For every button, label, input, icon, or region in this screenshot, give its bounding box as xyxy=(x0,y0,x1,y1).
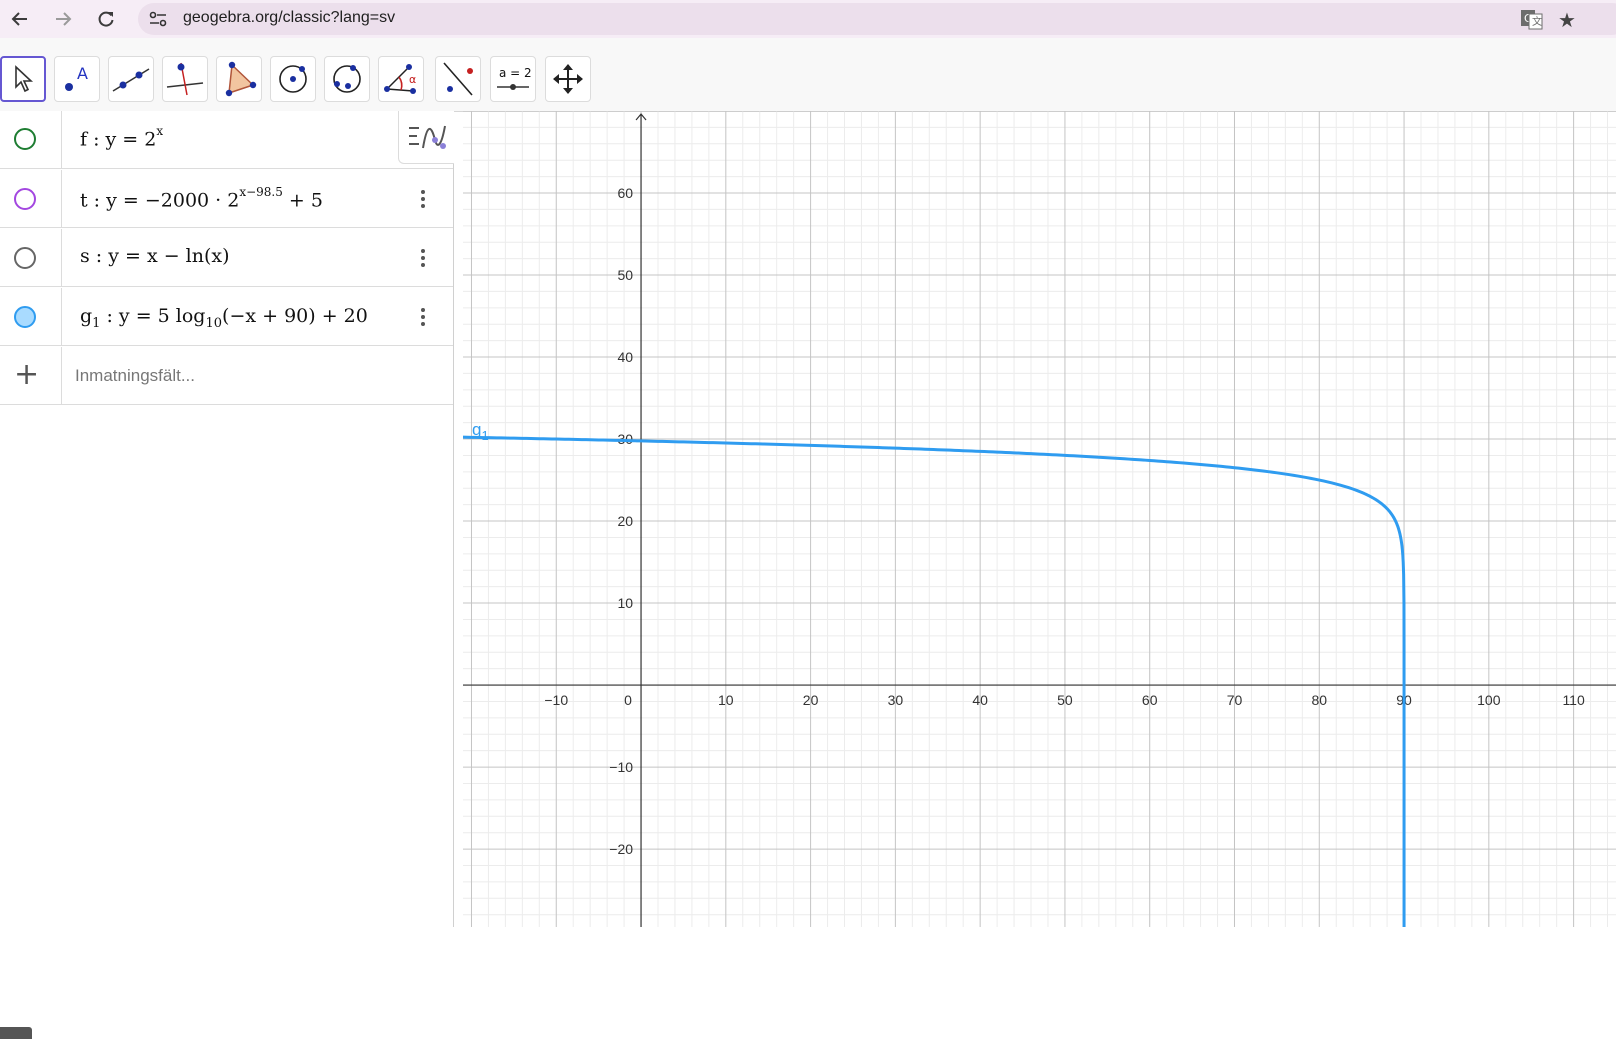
polygon-icon xyxy=(225,61,257,97)
x-tick-label: 20 xyxy=(803,692,819,708)
y-tick-label: 50 xyxy=(617,267,633,283)
keyboard-toggle-button[interactable] xyxy=(0,1027,32,1039)
input-marker: + xyxy=(0,347,62,404)
y-tick-label: −10 xyxy=(609,759,633,775)
slider-icon: a = 2 xyxy=(497,66,532,90)
y-tick-label: 10 xyxy=(617,595,633,611)
line-icon xyxy=(112,68,150,92)
x-tick-label: −10 xyxy=(544,692,568,708)
move-tool[interactable] xyxy=(0,56,46,102)
algebra-row-s[interactable]: s : y = x − ln(x) xyxy=(0,229,453,287)
perpendicular-icon xyxy=(166,62,204,96)
reload-icon xyxy=(98,11,114,27)
y-tick-label: 30 xyxy=(617,431,633,447)
x-tick-label: 40 xyxy=(972,692,988,708)
move-arrows-icon xyxy=(553,64,583,94)
point-icon: A xyxy=(65,64,88,91)
line-tool[interactable] xyxy=(108,56,154,102)
algebra-row-g1[interactable]: g1 : y = 5 log10(−x + 90) + 20 xyxy=(0,288,453,346)
x-tick-label: 0 xyxy=(624,692,632,708)
visibility-toggle[interactable] xyxy=(0,111,62,168)
coordinate-plane[interactable]: −10 0 10 20 30 40 50 60 70 80 90 100 110605040302010… xyxy=(463,111,1616,927)
svg-text:α: α xyxy=(409,73,416,86)
algebra-row-f[interactable]: f : y = 2x xyxy=(0,111,453,169)
x-tick-label: 30 xyxy=(888,692,904,708)
visibility-dot-t[interactable] xyxy=(14,188,36,210)
toolbar: A α a = 2 xyxy=(0,38,1616,112)
visibility-toggle[interactable] xyxy=(0,229,62,286)
circle-points-icon xyxy=(333,65,361,93)
reload-button[interactable] xyxy=(91,4,121,34)
arrow-right-icon xyxy=(56,12,72,26)
polygon-tool[interactable] xyxy=(216,56,262,102)
bottom-strip xyxy=(0,927,1616,955)
back-button[interactable] xyxy=(5,4,35,34)
svg-text:a = 2: a = 2 xyxy=(499,66,532,80)
perpendicular-tool[interactable] xyxy=(162,56,208,102)
x-tick-label: 50 xyxy=(1057,692,1073,708)
svg-text:文: 文 xyxy=(1532,15,1542,28)
circle-three-points-tool[interactable] xyxy=(324,56,370,102)
curve-g1 xyxy=(463,435,1406,927)
arrow-left-icon xyxy=(11,12,27,26)
svg-text:A: A xyxy=(77,64,88,83)
y-tick-label: 60 xyxy=(617,185,633,201)
svg-text:G: G xyxy=(1524,12,1533,25)
expression-s[interactable]: s : y = x − ln(x) xyxy=(80,245,230,267)
input-bar[interactable]: Inmatningsfält... xyxy=(75,366,196,385)
angle-icon: α xyxy=(384,64,416,94)
visibility-dot-f[interactable] xyxy=(14,128,36,150)
url-text[interactable]: geogebra.org/classic?lang=sv xyxy=(183,9,396,26)
input-bar-row[interactable]: + Inmatningsfält... xyxy=(0,347,453,405)
algebra-row-t[interactable]: t : y = −2000 · 2x−98.5 + 5 xyxy=(0,170,453,228)
reflect-icon xyxy=(443,62,473,96)
visibility-dot-s[interactable] xyxy=(14,247,36,269)
point-tool[interactable]: A xyxy=(54,56,100,102)
visibility-toggle[interactable] xyxy=(0,170,62,227)
y-tick-label: 40 xyxy=(617,349,633,365)
x-tick-label: 70 xyxy=(1227,692,1243,708)
slider-tool[interactable]: a = 2 xyxy=(490,56,536,102)
plus-icon[interactable]: + xyxy=(14,357,40,392)
move-graphics-tool[interactable] xyxy=(545,56,591,102)
y-tick-label: 20 xyxy=(617,513,633,529)
pointer-icon xyxy=(15,65,34,93)
y-tick-label: −20 xyxy=(609,841,633,857)
reflect-tool[interactable] xyxy=(435,56,481,102)
circle-center-tool[interactable] xyxy=(270,56,316,102)
more-options-button[interactable] xyxy=(413,246,433,270)
visibility-dot-g1[interactable] xyxy=(14,306,36,328)
y-axis-arrow xyxy=(635,113,647,121)
more-options-button[interactable] xyxy=(413,305,433,329)
address-bar[interactable] xyxy=(138,3,1616,35)
more-options-button[interactable] xyxy=(413,187,433,211)
x-tick-label: 10 xyxy=(718,692,734,708)
bookmark-star-icon[interactable]: ★ xyxy=(1558,10,1576,32)
algebra-style-icon xyxy=(408,125,446,149)
graphics-view[interactable]: −10 0 10 20 30 40 50 60 70 80 90 100 110 60 50 40 30 20 10… xyxy=(463,111,1616,927)
curve-label-g1: g1 xyxy=(472,420,489,443)
circle-icon xyxy=(279,65,307,93)
style-bar-toggle-button[interactable] xyxy=(398,111,454,164)
algebra-view: f : y = 2x t : y = −2000 · 2x−98.5 + 5 s… xyxy=(0,111,454,1039)
expression-g1[interactable]: g1 : y = 5 log10(−x + 90) + 20 xyxy=(80,305,368,331)
forward-button[interactable] xyxy=(48,4,78,34)
site-settings-icon[interactable] xyxy=(148,9,168,34)
visibility-toggle[interactable] xyxy=(0,288,62,345)
x-tick-label: 60 xyxy=(1142,692,1158,708)
x-tick-label: 80 xyxy=(1311,692,1327,708)
expression-f[interactable]: f : y = 2x xyxy=(80,124,164,151)
x-tick-label: 110 xyxy=(1562,692,1585,708)
angle-tool[interactable]: α xyxy=(378,56,424,102)
expression-t[interactable]: t : y = −2000 · 2x−98.5 + 5 xyxy=(80,185,323,212)
x-tick-label: 100 xyxy=(1477,692,1501,708)
